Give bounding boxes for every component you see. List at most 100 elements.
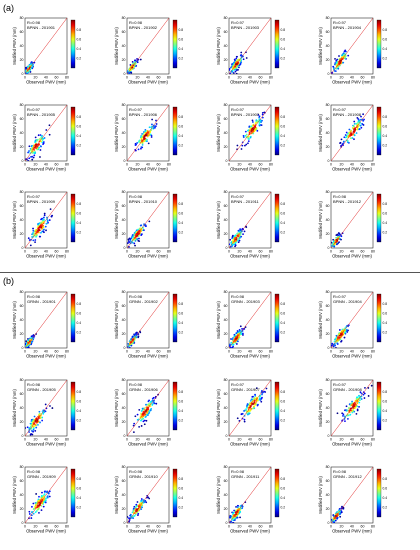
data-point xyxy=(49,405,51,407)
colorbar-tick-label: 0.4 xyxy=(179,47,184,51)
data-point xyxy=(331,344,333,347)
y-tick-label: 0 xyxy=(22,159,24,163)
y-axis-label: Modified PWV (mm) xyxy=(12,476,17,514)
data-point xyxy=(353,130,356,132)
x-tick-label: 40 xyxy=(248,76,252,80)
colorbar-tick-label: 0.8 xyxy=(281,115,286,119)
data-point xyxy=(355,122,357,125)
y-tick-label: 20 xyxy=(326,420,330,424)
data-point xyxy=(28,145,31,148)
data-point xyxy=(31,430,33,432)
data-point xyxy=(237,237,240,240)
data-point xyxy=(229,343,231,346)
data-point xyxy=(128,245,130,248)
data-point xyxy=(134,244,136,247)
data-point xyxy=(36,145,39,148)
r-value-label: R=0.98 xyxy=(129,294,143,299)
data-point xyxy=(154,125,157,128)
data-point xyxy=(345,329,348,332)
x-tick-label: 60 xyxy=(259,250,263,254)
colorbar-tick-label: 0.6 xyxy=(383,486,388,490)
y-tick-label: 40 xyxy=(122,131,126,135)
x-axis-label: Observed PWV (mm) xyxy=(332,442,372,447)
x-tick-label: 0 xyxy=(330,438,332,442)
data-point xyxy=(32,148,35,150)
panel-title: BPNN - 201909 xyxy=(27,199,56,204)
density-points xyxy=(28,490,51,520)
panel-title: GRNN - 201910 xyxy=(129,474,158,479)
panel-title: BPNN - 201902 xyxy=(129,25,158,30)
colorbar-tick-label: 0.2 xyxy=(179,57,184,61)
data-point xyxy=(253,407,256,410)
x-tick-label: 60 xyxy=(55,350,59,354)
x-tick-label: 20 xyxy=(340,76,344,80)
data-point xyxy=(43,493,46,496)
x-tick-label: 60 xyxy=(157,438,161,442)
x-tick-label: 80 xyxy=(65,250,69,254)
data-point xyxy=(248,413,250,415)
colorbar xyxy=(70,19,76,69)
x-tick-label: 80 xyxy=(371,163,375,167)
section-label-b: (b) xyxy=(3,276,14,286)
y-tick-label: 0 xyxy=(124,246,126,250)
x-axis-label: Observed PWV (mm) xyxy=(230,442,270,447)
data-point xyxy=(150,136,153,138)
data-point xyxy=(260,400,263,403)
data-point xyxy=(35,501,38,504)
colorbar-tick-label: 0.2 xyxy=(77,231,82,235)
data-point xyxy=(234,515,237,518)
data-point xyxy=(237,511,240,514)
data-point xyxy=(30,341,33,344)
x-tick-label: 60 xyxy=(259,76,263,80)
colorbar-tick-label: 0.4 xyxy=(77,409,82,413)
panel-title: GRNN - 201904 xyxy=(333,299,362,304)
data-point xyxy=(237,241,240,244)
data-point xyxy=(155,402,158,405)
x-tick-label: 80 xyxy=(65,350,69,354)
data-point xyxy=(241,505,244,508)
data-point xyxy=(255,387,258,389)
y-axis-label: Modified PWV (mm) xyxy=(216,201,221,239)
one-to-one-line xyxy=(24,379,68,437)
y-tick-label: 40 xyxy=(20,493,24,497)
data-point xyxy=(143,408,146,411)
data-point xyxy=(245,226,248,229)
data-point xyxy=(234,334,237,337)
data-point xyxy=(256,120,259,122)
data-point xyxy=(38,511,40,514)
r-value-label: R=0.98 xyxy=(129,382,143,387)
y-tick-label: 80 xyxy=(122,190,126,194)
x-tick-label: 0 xyxy=(330,163,332,167)
y-tick-label: 20 xyxy=(20,145,24,149)
colorbar-tick-label: 0.2 xyxy=(383,331,388,335)
data-point xyxy=(252,121,254,123)
y-tick-label: 20 xyxy=(122,332,126,336)
data-point xyxy=(357,121,360,124)
density-points xyxy=(25,61,36,74)
data-point xyxy=(229,243,231,246)
data-point xyxy=(41,497,44,499)
y-tick-label: 0 xyxy=(328,521,330,525)
data-point xyxy=(239,505,242,508)
data-point xyxy=(358,401,361,404)
x-tick-label: 60 xyxy=(361,250,365,254)
data-point xyxy=(45,497,47,500)
data-point xyxy=(231,63,233,66)
colorbar-tick-label: 0.8 xyxy=(383,302,388,306)
data-point xyxy=(246,404,249,407)
colorbar-tick-label: 0.4 xyxy=(281,321,286,325)
y-axis-label: Modified PWV (mm) xyxy=(12,301,17,339)
y-tick-label: 0 xyxy=(22,246,24,250)
data-point xyxy=(31,505,33,508)
colorbar-tick-label: 0.6 xyxy=(281,399,286,403)
data-point xyxy=(229,516,232,519)
density-points xyxy=(127,494,151,523)
data-point xyxy=(230,66,232,69)
data-point xyxy=(135,143,138,146)
data-point xyxy=(135,503,138,506)
data-point xyxy=(260,121,262,124)
data-point xyxy=(247,135,250,138)
